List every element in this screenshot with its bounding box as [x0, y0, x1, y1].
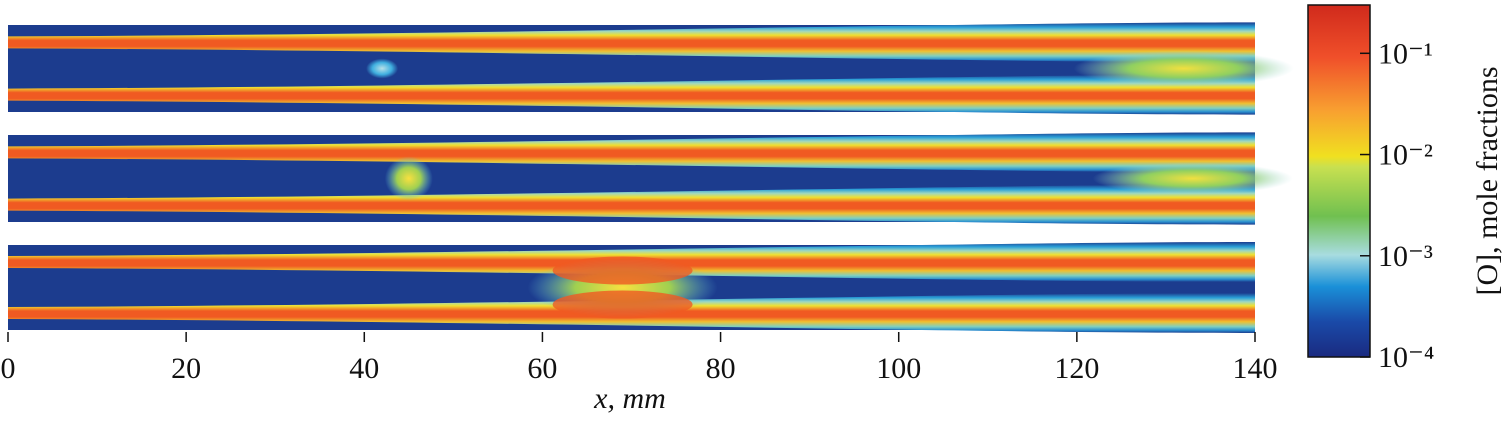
x-tick-label: 140 [1233, 352, 1278, 385]
colorbar-tick-label: 10⁻³ [1378, 240, 1433, 273]
upper-band [8, 132, 1255, 173]
x-tick-label: 20 [171, 352, 201, 385]
colorbar-tick-label: 10⁻² [1378, 139, 1433, 172]
feature [1092, 162, 1293, 195]
x-tick-label: 60 [527, 352, 557, 385]
colorbar-label: [O], mole fractions [1471, 66, 1502, 295]
colorbar-tick-label: 10⁻¹ [1378, 37, 1433, 70]
feature [552, 256, 693, 285]
feature [366, 58, 399, 79]
colorbar [1307, 4, 1371, 358]
x-tick-label: 80 [706, 352, 736, 385]
lower-band [8, 184, 1255, 225]
x-tick-label: 40 [349, 352, 379, 385]
x-tick-label: 100 [876, 352, 921, 385]
x-tick-label: 120 [1054, 352, 1099, 385]
feature [384, 156, 433, 201]
lower-band [8, 74, 1255, 115]
feature [552, 290, 693, 319]
heatmap-panels [8, 22, 1294, 333]
feature [1073, 50, 1294, 87]
colorbar-tick-label: 10⁻⁴ [1378, 341, 1434, 374]
upper-band [8, 22, 1255, 63]
x-tick-label: 0 [1, 352, 16, 385]
x-axis-label: x, mm [593, 382, 666, 415]
